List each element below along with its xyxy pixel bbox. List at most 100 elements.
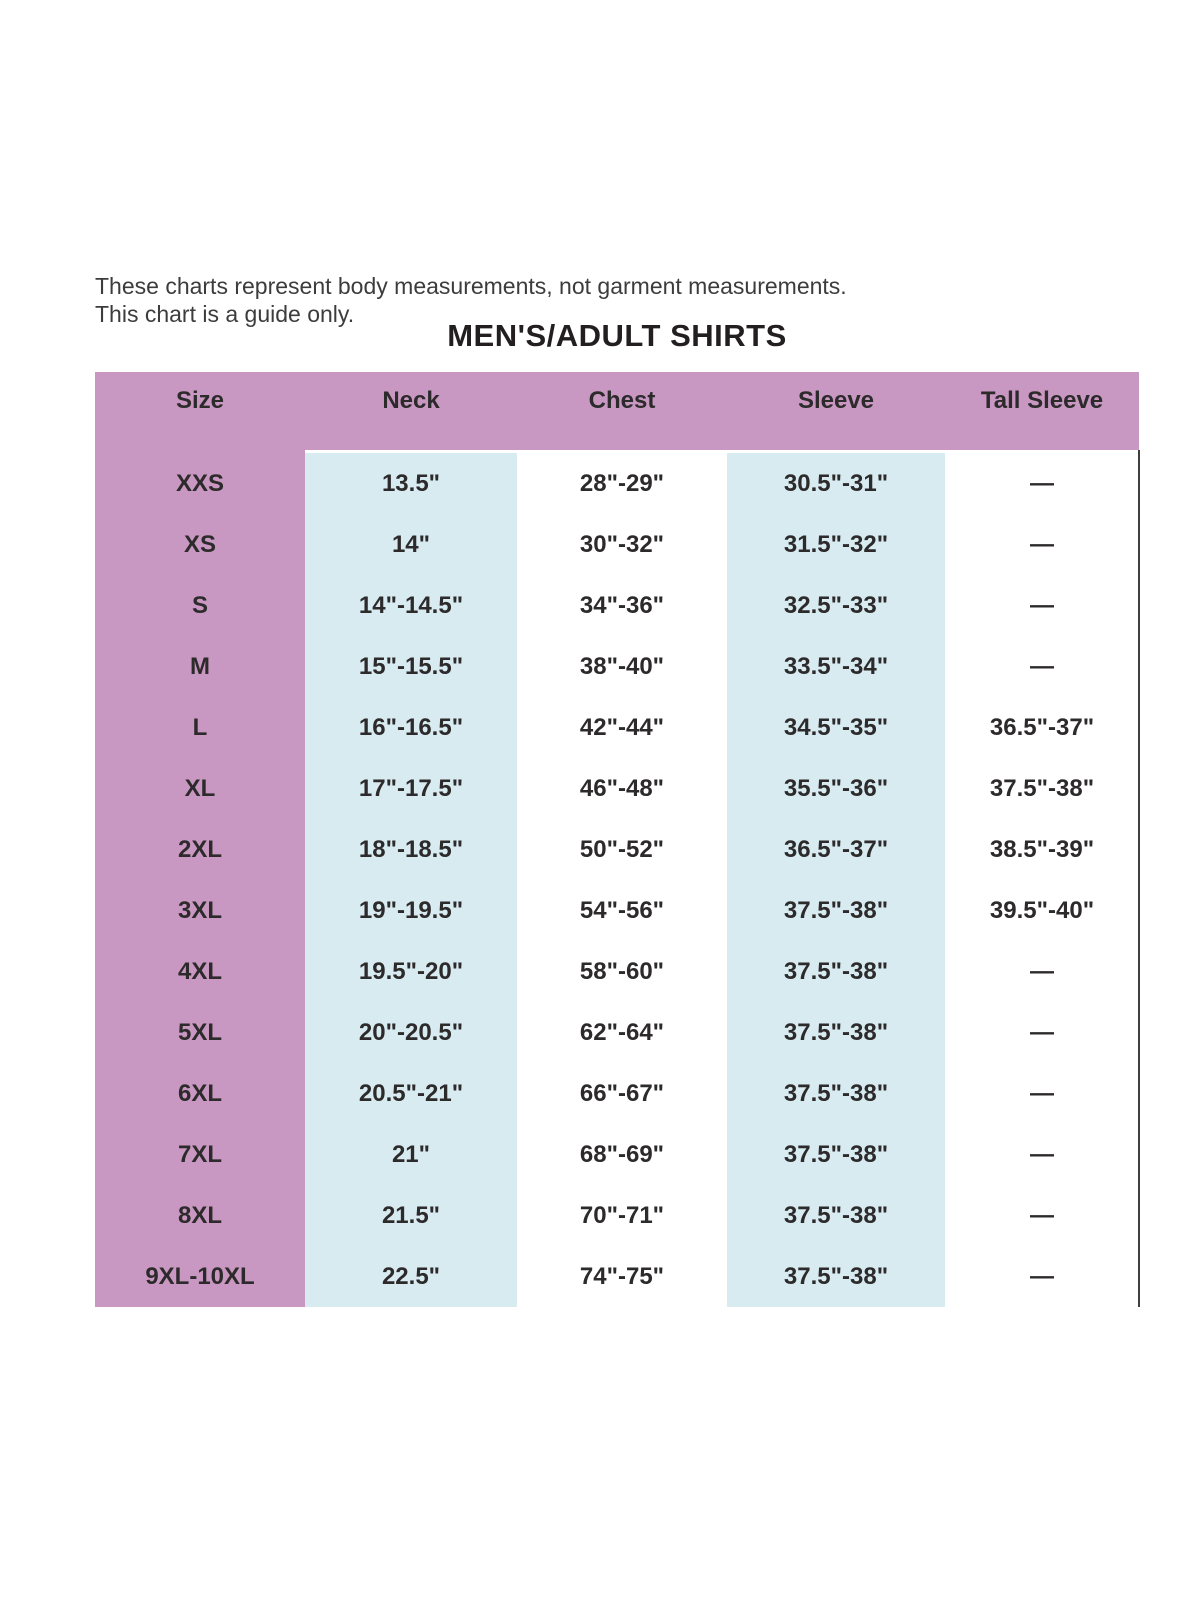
cell-neck: 20.5"-21" — [305, 1063, 517, 1124]
table-row: M 15"-15.5" 38"-40" 33.5"-34" — — [95, 636, 1139, 697]
cell-chest: 46"-48" — [579, 774, 665, 802]
cell-chest: 30"-32" — [579, 530, 665, 558]
cell-chest: 74"-75" — [579, 1262, 665, 1290]
disclaimer-line-1: These charts represent body measurements… — [95, 273, 847, 299]
size-column-gap-fill — [95, 450, 305, 453]
cell-chest: 34"-36" — [579, 591, 665, 619]
cell-sleeve: 30.5"-31" — [727, 453, 945, 514]
cell-sleeve: 34.5"-35" — [727, 697, 945, 758]
cell-neck: 14" — [305, 514, 517, 575]
column-header-chest: Chest — [588, 387, 656, 414]
cell-sleeve: 37.5"-38" — [727, 880, 945, 941]
cell-size: 7XL — [95, 1124, 305, 1185]
table-row: 9XL-10XL 22.5" 74"-75" 37.5"-38" — — [95, 1246, 1139, 1307]
cell-tall-sleeve: 37.5"-38" — [989, 774, 1095, 802]
table-row: 6XL 20.5"-21" 66"-67" 37.5"-38" — — [95, 1063, 1139, 1124]
cell-sleeve: 37.5"-38" — [727, 1246, 945, 1307]
cell-neck: 19"-19.5" — [305, 880, 517, 941]
table-row: 8XL 21.5" 70"-71" 37.5"-38" — — [95, 1185, 1139, 1246]
cell-size: M — [95, 636, 305, 697]
cell-size: 2XL — [95, 819, 305, 880]
cell-tall-sleeve: — — [1030, 1201, 1054, 1229]
cell-neck: 21.5" — [305, 1185, 517, 1246]
cell-tall-sleeve: 36.5"-37" — [989, 713, 1095, 741]
table-right-border — [1138, 450, 1140, 1307]
table-header-row: Size Neck Chest Sleeve Tall Sleeve — [95, 372, 1139, 450]
disclaimer-line-2: This chart is a guide only. — [95, 301, 355, 327]
cell-sleeve: 37.5"-38" — [727, 1002, 945, 1063]
cell-chest: 58"-60" — [579, 957, 665, 985]
cell-size: 9XL-10XL — [95, 1246, 305, 1307]
cell-neck: 13.5" — [305, 453, 517, 514]
chart-title: MEN'S/ADULT SHIRTS — [447, 318, 787, 353]
cell-neck: 16"-16.5" — [305, 697, 517, 758]
cell-sleeve: 37.5"-38" — [727, 1063, 945, 1124]
cell-sleeve: 33.5"-34" — [727, 636, 945, 697]
cell-neck: 19.5"-20" — [305, 941, 517, 1002]
cell-chest: 28"-29" — [579, 469, 665, 497]
cell-size: XXS — [95, 453, 305, 514]
table-row: S 14"-14.5" 34"-36" 32.5"-33" — — [95, 575, 1139, 636]
cell-chest: 54"-56" — [579, 896, 665, 924]
table-body: XXS 13.5" 28"-29" 30.5"-31" — XS 14" 30"… — [95, 453, 1139, 1307]
column-header-sleeve: Sleeve — [797, 387, 875, 414]
cell-sleeve: 37.5"-38" — [727, 1185, 945, 1246]
cell-sleeve: 37.5"-38" — [727, 1124, 945, 1185]
cell-neck: 21" — [305, 1124, 517, 1185]
cell-size: XS — [95, 514, 305, 575]
header-body-gap — [95, 450, 1139, 453]
cell-tall-sleeve: 39.5"-40" — [989, 896, 1095, 924]
table-row: XS 14" 30"-32" 31.5"-32" — — [95, 514, 1139, 575]
table-row: 4XL 19.5"-20" 58"-60" 37.5"-38" — — [95, 941, 1139, 1002]
cell-sleeve: 37.5"-38" — [727, 941, 945, 1002]
cell-tall-sleeve: — — [1030, 652, 1054, 680]
cell-tall-sleeve: — — [1030, 1079, 1054, 1107]
cell-chest: 42"-44" — [579, 713, 665, 741]
cell-chest: 66"-67" — [579, 1079, 665, 1107]
cell-neck: 20"-20.5" — [305, 1002, 517, 1063]
column-header-size: Size — [175, 387, 225, 414]
cell-neck: 14"-14.5" — [305, 575, 517, 636]
cell-chest: 50"-52" — [579, 835, 665, 863]
cell-sleeve: 35.5"-36" — [727, 758, 945, 819]
cell-chest: 68"-69" — [579, 1140, 665, 1168]
cell-size: 3XL — [95, 880, 305, 941]
cell-tall-sleeve: — — [1030, 469, 1054, 497]
cell-size: L — [95, 697, 305, 758]
cell-neck: 22.5" — [305, 1246, 517, 1307]
cell-sleeve: 31.5"-32" — [727, 514, 945, 575]
cell-neck: 17"-17.5" — [305, 758, 517, 819]
cell-tall-sleeve: — — [1030, 1140, 1054, 1168]
mens-adult-shirts-size-table: Size Neck Chest Sleeve Tall Sleeve XXS 1… — [95, 372, 1140, 1307]
cell-size: 5XL — [95, 1002, 305, 1063]
cell-tall-sleeve: — — [1030, 957, 1054, 985]
cell-chest: 38"-40" — [579, 652, 665, 680]
table-row: L 16"-16.5" 42"-44" 34.5"-35" 36.5"-37" — [95, 697, 1139, 758]
cell-tall-sleeve: — — [1030, 1262, 1054, 1290]
cell-neck: 18"-18.5" — [305, 819, 517, 880]
cell-chest: 62"-64" — [579, 1018, 665, 1046]
table-row: 3XL 19"-19.5" 54"-56" 37.5"-38" 39.5"-40… — [95, 880, 1139, 941]
table-row: 2XL 18"-18.5" 50"-52" 36.5"-37" 38.5"-39… — [95, 819, 1139, 880]
column-header-neck: Neck — [382, 387, 440, 414]
cell-chest: 70"-71" — [579, 1201, 665, 1229]
table-row: 5XL 20"-20.5" 62"-64" 37.5"-38" — — [95, 1002, 1139, 1063]
cell-size: S — [95, 575, 305, 636]
cell-tall-sleeve: — — [1030, 1018, 1054, 1046]
cell-neck: 15"-15.5" — [305, 636, 517, 697]
cell-size: 6XL — [95, 1063, 305, 1124]
cell-sleeve: 32.5"-33" — [727, 575, 945, 636]
cell-tall-sleeve: 38.5"-39" — [989, 835, 1095, 863]
cell-sleeve: 36.5"-37" — [727, 819, 945, 880]
cell-size: XL — [95, 758, 305, 819]
table-row: 7XL 21" 68"-69" 37.5"-38" — — [95, 1124, 1139, 1185]
cell-size: 8XL — [95, 1185, 305, 1246]
cell-size: 4XL — [95, 941, 305, 1002]
cell-tall-sleeve: — — [1030, 530, 1054, 558]
column-header-tall-sleeve: Tall Sleeve — [980, 387, 1104, 414]
disclaimer-text: These charts represent body measurements… — [95, 272, 847, 328]
cell-tall-sleeve: — — [1030, 591, 1054, 619]
table-row: XL 17"-17.5" 46"-48" 35.5"-36" 37.5"-38" — [95, 758, 1139, 819]
table-row: XXS 13.5" 28"-29" 30.5"-31" — — [95, 453, 1139, 514]
